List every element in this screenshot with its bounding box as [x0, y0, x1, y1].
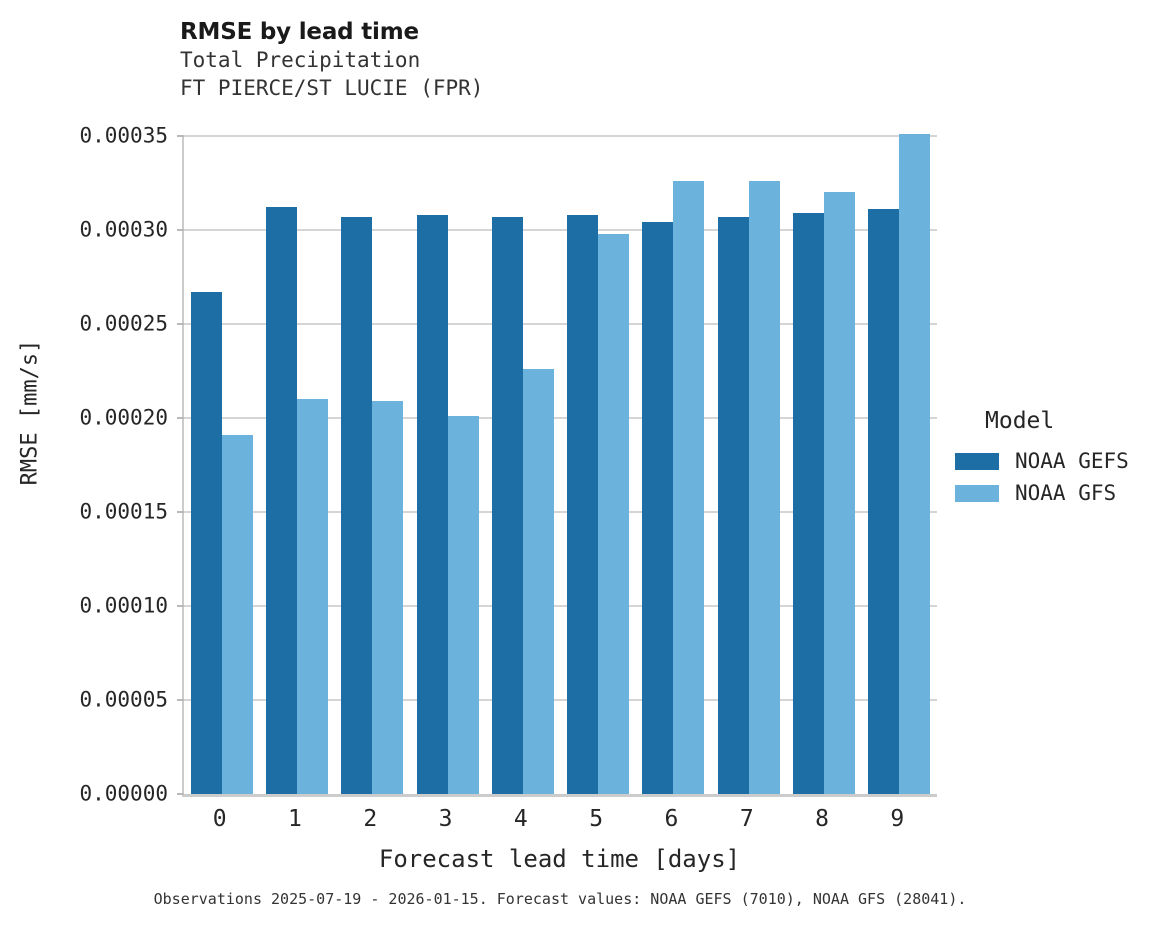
gridline	[184, 699, 937, 701]
bar	[341, 216, 373, 794]
bar	[522, 369, 554, 794]
bar	[598, 233, 630, 794]
bar	[190, 292, 222, 794]
x-axis-tick-labels: 0 1 2 3 4 5 6 7 8 9	[182, 806, 937, 840]
x-axis-tick-label: 4	[513, 806, 528, 832]
legend-item[interactable]: NOAA GEFS	[955, 446, 1170, 476]
y-axis-tick	[177, 699, 184, 701]
x-axis-title: Forecast lead time [days]	[378, 845, 741, 873]
y-axis-tick	[177, 323, 184, 325]
bar	[372, 401, 404, 794]
y-axis-tick	[177, 135, 184, 137]
y-axis-tick	[177, 511, 184, 513]
bar	[265, 207, 297, 794]
y-axis-tick	[177, 417, 184, 419]
chart-subtitle-variable: Total Precipitation	[180, 48, 421, 72]
gridline	[184, 417, 937, 419]
legend-item-label: NOAA GFS	[1015, 481, 1117, 505]
x-axis-tick-label: 0	[212, 806, 227, 832]
y-axis-title: RMSE [mm/s]	[17, 339, 43, 486]
x-axis-tick-label: 7	[739, 806, 754, 832]
y-axis-tick-labels: 0.00000 0.00005 0.00010 0.00015 0.00020 0.000…	[0, 125, 168, 804]
legend: Model NOAA GEFS NOAA GFS	[955, 408, 1170, 510]
y-axis-tick-label: 0.00035	[79, 123, 168, 148]
y-axis-tick-label: 0.00025	[79, 311, 168, 336]
figure-caption: Observations 2025-07-19 - 2026-01-15. Fo…	[153, 890, 967, 908]
bar	[416, 214, 448, 794]
bar	[899, 134, 931, 794]
gridline	[184, 135, 937, 137]
x-axis-tick-label: 6	[664, 806, 679, 832]
y-axis-tick-label: 0.00000	[79, 781, 168, 806]
page-title: RMSE by lead time	[180, 19, 419, 45]
y-axis-tick-label: 0.00015	[79, 499, 168, 524]
x-axis-tick-label: 5	[589, 806, 604, 832]
chart-subtitle-station: FT PIERCE/ST LUCIE (FPR)	[180, 76, 484, 100]
legend-swatch	[955, 452, 999, 470]
y-axis-tick	[177, 605, 184, 607]
title-block: RMSE by lead time Total Precipitation FT…	[180, 18, 940, 102]
y-axis-tick-label: 0.00010	[79, 593, 168, 618]
y-axis-tick-label: 0.00020	[79, 405, 168, 430]
x-axis-tick-label: 9	[890, 806, 905, 832]
gridline	[184, 511, 937, 513]
bar	[793, 213, 825, 794]
y-axis-tick-label: 0.00005	[79, 687, 168, 712]
x-axis-tick-label: 2	[363, 806, 378, 832]
bar	[221, 434, 253, 794]
x-axis-tick-label: 8	[815, 806, 829, 832]
y-axis-tick	[177, 229, 184, 231]
bar	[642, 222, 674, 794]
x-axis-tick-label: 1	[288, 806, 302, 832]
legend-title: Model	[985, 408, 1055, 434]
bar	[491, 216, 523, 794]
plot-area	[177, 134, 937, 797]
bar	[868, 209, 900, 794]
legend-item-label: NOAA GEFS	[1015, 449, 1129, 473]
gridline	[184, 323, 937, 325]
bar	[824, 192, 856, 794]
bar	[717, 216, 749, 794]
y-axis-tick	[177, 793, 184, 795]
bar	[748, 181, 780, 794]
legend-rows: NOAA GEFS NOAA GFS	[955, 446, 1170, 508]
bar	[296, 399, 328, 794]
legend-swatch	[955, 484, 999, 502]
legend-item[interactable]: NOAA GFS	[955, 478, 1170, 508]
bar	[567, 214, 599, 794]
x-axis-tick-label: 3	[438, 806, 453, 832]
bar	[673, 181, 705, 794]
gridline	[184, 229, 937, 231]
gridline	[184, 605, 937, 607]
bar	[447, 416, 479, 794]
y-axis-tick-label: 0.00030	[79, 217, 168, 242]
